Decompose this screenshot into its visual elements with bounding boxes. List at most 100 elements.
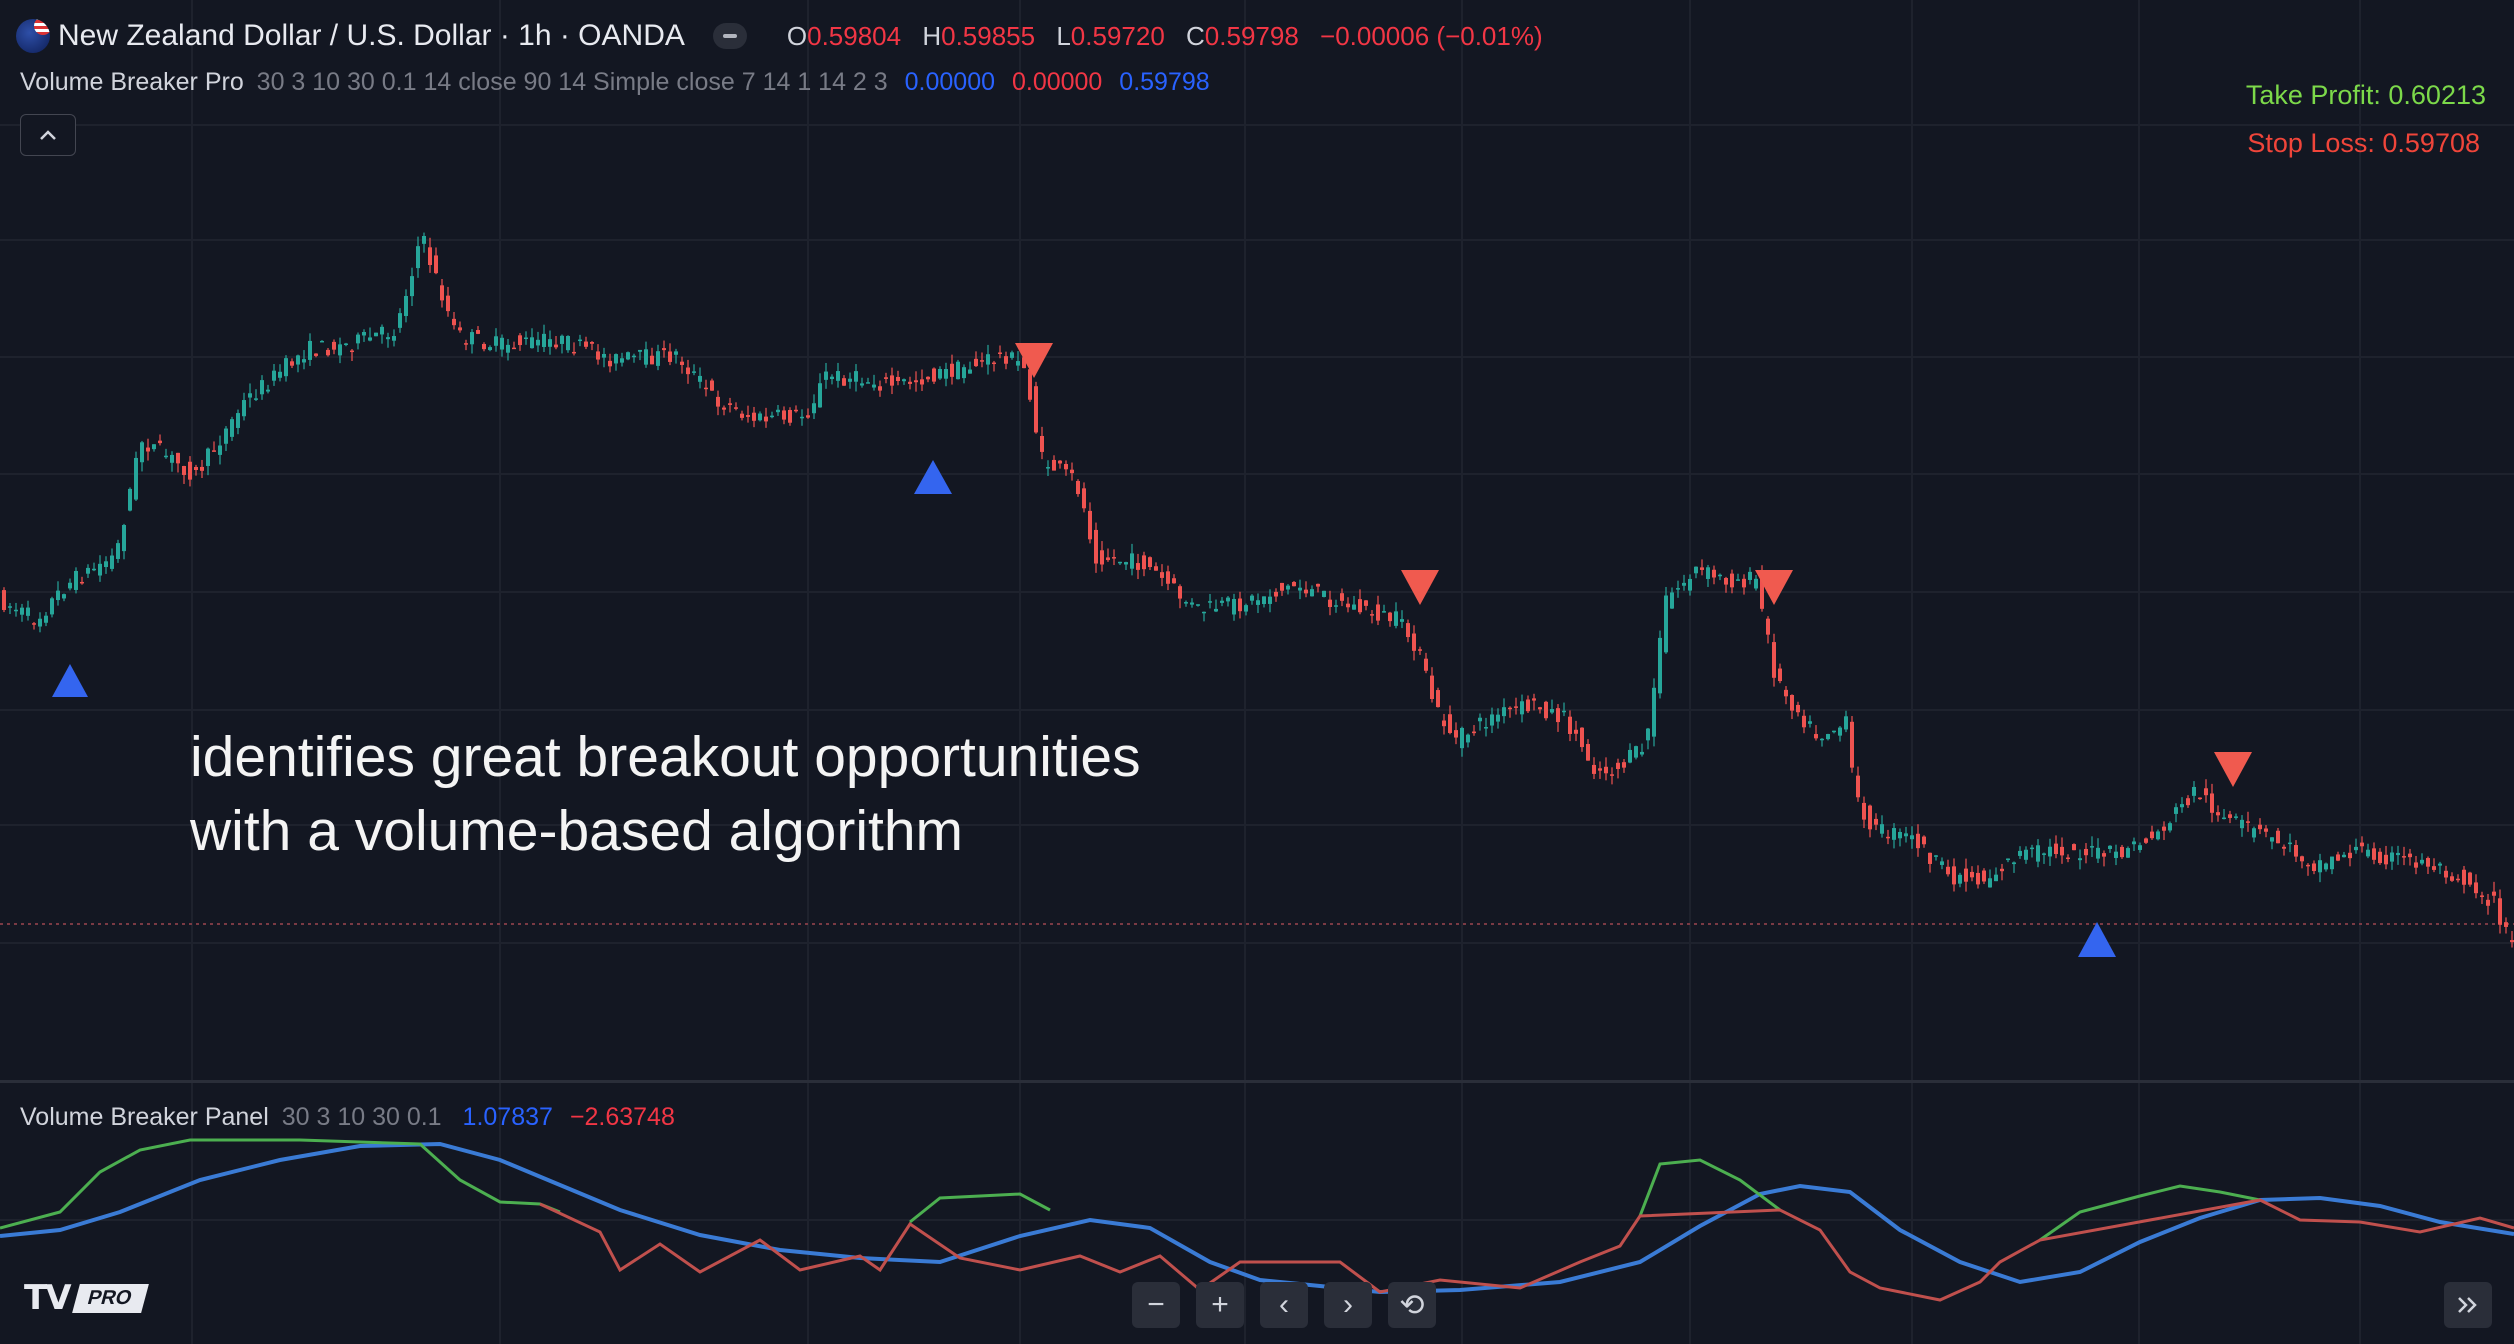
candle-body: [2420, 859, 2424, 864]
indicator-legend[interactable]: Volume Breaker Pro 30 3 10 30 0.1 14 clo…: [20, 68, 1210, 97]
candle-body: [446, 295, 450, 312]
candle-body: [1322, 590, 1326, 597]
caption-line-1: identifies great breakout opportunities: [190, 725, 1141, 789]
candle-body: [2396, 852, 2400, 856]
indicator-name[interactable]: Volume Breaker Pro: [20, 68, 244, 96]
candle-body: [968, 369, 972, 374]
candle-body: [674, 351, 678, 355]
candle-body: [782, 410, 786, 420]
candle-body: [2060, 846, 2064, 856]
candle-body: [1772, 642, 1776, 678]
candle-body: [476, 330, 480, 334]
stop-loss-label: Stop Loss: 0.59708: [2247, 128, 2480, 158]
candle-body: [1202, 611, 1206, 614]
zoom-out-button[interactable]: −: [1132, 1282, 1180, 1328]
candle-body: [734, 407, 738, 409]
candle-body: [1832, 730, 1836, 733]
candle-body: [1442, 720, 1446, 727]
scroll-left-button[interactable]: ‹: [1260, 1282, 1308, 1328]
candle-body: [962, 367, 966, 379]
high-value: 0.59855: [941, 20, 1036, 51]
reset-chart-button[interactable]: ⟲: [1388, 1282, 1436, 1328]
candle-body: [218, 445, 222, 455]
candle-body: [2096, 847, 2100, 859]
candle-body: [272, 370, 276, 381]
candle-body: [422, 235, 426, 244]
candle-body: [2480, 895, 2484, 897]
candle-body: [1472, 731, 1476, 734]
collapse-indicators-button[interactable]: [20, 114, 76, 156]
candle-body: [650, 355, 654, 365]
candle-body: [44, 615, 48, 623]
candle-body: [2198, 797, 2202, 800]
candle-body: [188, 461, 192, 480]
tradingview-logo[interactable]: TV PRO: [24, 1278, 149, 1318]
candle-body: [1850, 721, 1854, 768]
candle-body: [2000, 868, 2004, 872]
candle-body: [326, 349, 330, 356]
candle-body: [1160, 572, 1164, 578]
close-label: C: [1186, 20, 1205, 51]
candle-body: [1526, 699, 1530, 712]
candle-body: [1658, 637, 1662, 694]
candle-body: [1592, 764, 1596, 774]
candle-body: [608, 360, 612, 367]
candle-body: [368, 337, 372, 341]
candle-body: [1928, 852, 1932, 864]
candle-body: [2408, 853, 2412, 858]
candle-body: [824, 371, 828, 380]
candle-body: [1334, 605, 1338, 607]
tv-logo-icon: TV: [24, 1278, 71, 1318]
candle-body: [1112, 557, 1116, 559]
take-profit-label: Take Profit: 0.60213: [2245, 80, 2486, 110]
scroll-right-button[interactable]: ›: [1324, 1282, 1372, 1328]
candle-body: [1022, 357, 1026, 369]
candle-body: [404, 295, 408, 317]
pane-separator[interactable]: [0, 1080, 2514, 1083]
candle-body: [2234, 816, 2238, 818]
candle-body: [1124, 562, 1128, 565]
panel-name[interactable]: Volume Breaker Panel: [20, 1103, 269, 1131]
candle-body: [1100, 550, 1104, 565]
candle-body: [230, 419, 234, 437]
symbol-title[interactable]: New Zealand Dollar / U.S. Dollar · 1h · …: [58, 19, 685, 52]
candle-body: [1310, 589, 1314, 597]
candle-body: [1268, 596, 1272, 604]
candle-body: [2384, 854, 2388, 865]
candle-body: [1256, 600, 1260, 605]
candle-body: [266, 389, 270, 392]
candle-body: [50, 598, 54, 615]
candle-body: [1106, 557, 1110, 561]
candle-body: [1292, 582, 1296, 587]
scroll-to-realtime-button[interactable]: [2444, 1282, 2492, 1328]
open-value: 0.59804: [807, 20, 902, 51]
panel-signal-line-2: [909, 1192, 1051, 1224]
candle-body: [980, 360, 984, 362]
candle-body: [2498, 898, 2502, 925]
candle-body: [1784, 689, 1788, 697]
sell-signal-marker: [1015, 343, 1053, 378]
candle-body: [1220, 600, 1224, 603]
candle-body: [1652, 687, 1656, 737]
candle-body: [1736, 579, 1740, 581]
zoom-in-button[interactable]: +: [1196, 1282, 1244, 1328]
candle-body: [506, 344, 510, 353]
collapse-legend-button[interactable]: [712, 23, 747, 49]
candle-body: [1142, 555, 1146, 570]
candle-body: [1934, 855, 1938, 857]
candle-body: [974, 358, 978, 367]
candle-body: [2288, 842, 2292, 845]
candle-body: [710, 380, 714, 391]
candle-body: [2468, 872, 2472, 885]
candle-body: [1820, 738, 1824, 741]
candle-body: [374, 332, 378, 337]
candle-body: [902, 379, 906, 382]
candle-body: [2090, 846, 2094, 848]
buy-signal-marker: [914, 460, 952, 494]
candle-body: [578, 339, 582, 342]
candle-body: [2306, 864, 2310, 867]
panel-legend[interactable]: Volume Breaker Panel 30 3 10 30 0.1 1.07…: [20, 1103, 675, 1132]
candle-body: [146, 447, 150, 452]
candle-body: [1574, 729, 1578, 734]
panel-params: 30 3 10 30 0.1: [281, 1103, 442, 1131]
